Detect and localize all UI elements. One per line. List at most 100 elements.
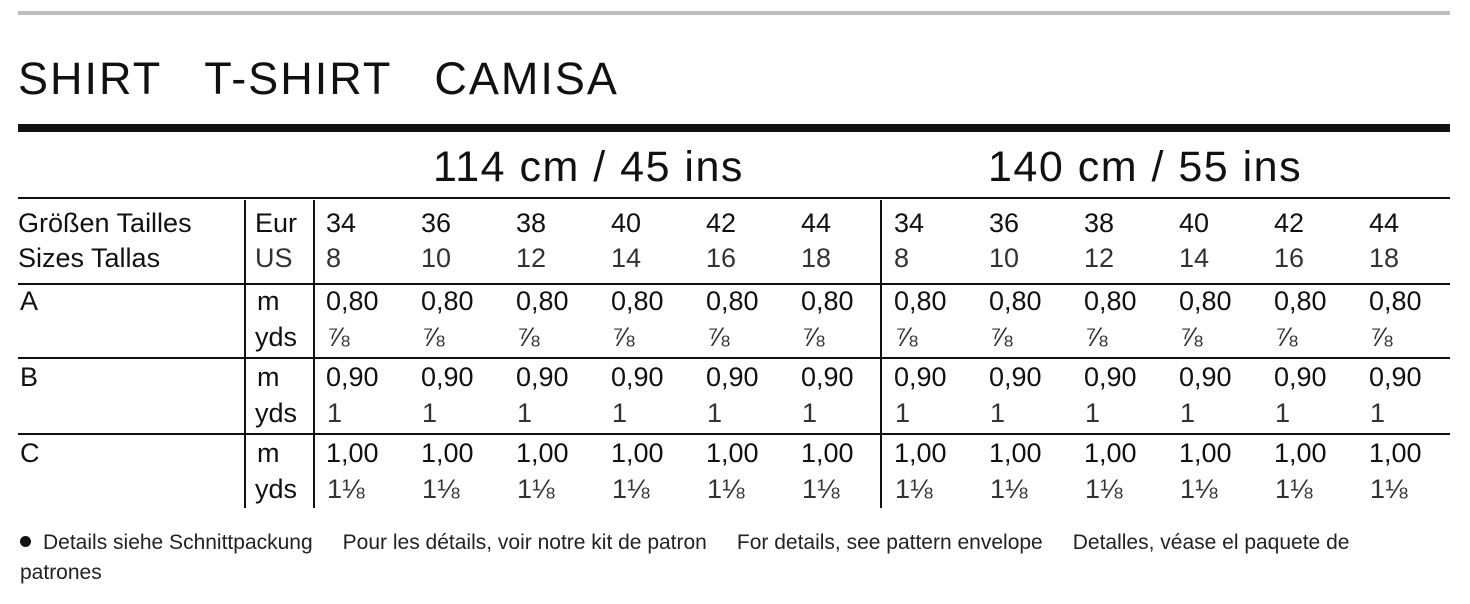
yardage-imperial: ⅞	[612, 322, 635, 352]
yardage-metric: 0,90	[989, 362, 1042, 392]
yardage-imperial: 1⅛	[327, 474, 365, 504]
size-us: 14	[1179, 243, 1210, 273]
yardage-metric: 0,80	[326, 286, 379, 316]
yardage-metric: 1,00	[1084, 438, 1137, 468]
yardage-imperial: ⅞	[802, 322, 825, 352]
size-us: 8	[894, 243, 910, 273]
yardage-metric: 0,80	[1274, 286, 1327, 316]
yardage-metric: 0,80	[706, 286, 759, 316]
size-eur: 44	[801, 208, 832, 238]
yardage-metric: 1,00	[326, 438, 379, 468]
size-eur: 40	[611, 208, 642, 238]
size-label-en-es: Sizes Tallas	[18, 243, 161, 273]
unit-metric: m	[257, 438, 280, 468]
yardage-metric: 0,90	[1084, 362, 1137, 392]
yardage-metric: 1,00	[1274, 438, 1327, 468]
size-eur: 42	[706, 208, 737, 238]
yardage-metric: 0,80	[801, 286, 854, 316]
yardage-metric: 0,80	[989, 286, 1042, 316]
yardage-imperial: 1⅛	[1370, 474, 1408, 504]
yardage-imperial: ⅞	[1275, 322, 1298, 352]
yardage-metric: 0,80	[1084, 286, 1137, 316]
row-rule-a	[18, 283, 1450, 285]
us-label: US	[255, 243, 293, 273]
footnote-de: Details siehe Schnittpackung	[43, 531, 313, 554]
yardage-imperial: 1	[612, 398, 628, 428]
size-us: 8	[326, 243, 342, 273]
yardage-imperial: 1	[1180, 398, 1196, 428]
size-us: 16	[706, 243, 737, 273]
unit-divider	[313, 200, 315, 508]
yardage-imperial: ⅞	[895, 322, 918, 352]
yardage-metric: 0,80	[421, 286, 474, 316]
size-eur: 42	[1274, 208, 1305, 238]
size-eur: 34	[326, 208, 357, 238]
yardage-imperial: 1⅛	[1275, 474, 1313, 504]
yardage-metric: 0,90	[516, 362, 569, 392]
size-us: 10	[421, 243, 452, 273]
yardage-imperial: 1	[802, 398, 818, 428]
size-eur: 38	[516, 208, 547, 238]
yardage-metric: 1,00	[1179, 438, 1232, 468]
eur-label: Eur	[255, 208, 298, 238]
size-eur: 40	[1179, 208, 1210, 238]
yardage-imperial: 1⅛	[1085, 474, 1123, 504]
top-rule	[18, 11, 1450, 15]
unit-imperial: yds	[255, 322, 298, 352]
yardage-metric: 0,90	[1179, 362, 1232, 392]
size-us: 12	[516, 243, 547, 273]
footnote-es: Detalles, véase el paquete de	[1072, 531, 1350, 554]
yardage-metric: 0,90	[611, 362, 664, 392]
unit-metric: m	[257, 286, 280, 316]
width-divider	[880, 200, 882, 508]
yardage-metric: 1,00	[516, 438, 569, 468]
size-us: 12	[1084, 243, 1115, 273]
yardage-imperial: 1⅛	[1180, 474, 1218, 504]
yardage-imperial: 1	[1275, 398, 1291, 428]
view-label: B	[20, 362, 39, 392]
yardage-imperial: ⅞	[517, 322, 540, 352]
yardage-imperial: ⅞	[1180, 322, 1203, 352]
unit-metric: m	[257, 362, 280, 392]
yardage-metric: 0,90	[1274, 362, 1327, 392]
yardage-metric: 1,00	[894, 438, 947, 468]
size-us: 10	[989, 243, 1020, 273]
footnote: Details siehe Schnittpackung Pour les dét…	[20, 528, 1450, 588]
title-de-en: SHIRT	[18, 53, 163, 104]
size-label-de-fr: Größen Tailles	[18, 208, 192, 238]
yardage-metric: 1,00	[1369, 438, 1422, 468]
yardage-metric: 1,00	[611, 438, 664, 468]
bullet-icon	[20, 536, 31, 547]
yardage-imperial: 1⅛	[517, 474, 555, 504]
size-us: 14	[611, 243, 642, 273]
title-rule	[18, 124, 1450, 132]
yardage-imperial: 1⅛	[802, 474, 840, 504]
yardage-imperial: 1⅛	[990, 474, 1028, 504]
yardage-imperial: 1	[517, 398, 533, 428]
yardage-metric: 1,00	[706, 438, 759, 468]
yardage-imperial: 1	[422, 398, 438, 428]
footnote-en: For details, see pattern envelope	[736, 531, 1043, 554]
yardage-metric: 0,80	[1369, 286, 1422, 316]
yardage-imperial: ⅞	[422, 322, 445, 352]
yardage-imperial: ⅞	[1085, 322, 1108, 352]
yardage-imperial: 1	[1085, 398, 1101, 428]
yardage-metric: 1,00	[801, 438, 854, 468]
yardage-metric: 0,80	[516, 286, 569, 316]
yardage-imperial: 1	[895, 398, 911, 428]
footnote-fr: Pour les détails, voir notre kit de patr…	[342, 531, 707, 554]
fabric-width-140: 140 cm / 55 ins	[988, 143, 1303, 191]
yardage-imperial: 1⅛	[612, 474, 650, 504]
size-eur: 36	[421, 208, 452, 238]
size-eur: 38	[1084, 208, 1115, 238]
size-us: 18	[801, 243, 832, 273]
label-divider	[244, 200, 246, 508]
yardage-metric: 0,90	[1369, 362, 1422, 392]
size-eur: 34	[894, 208, 925, 238]
unit-imperial: yds	[255, 398, 298, 428]
size-eur: 44	[1369, 208, 1400, 238]
yardage-imperial: 1⅛	[707, 474, 745, 504]
yardage-imperial: 1⅛	[895, 474, 933, 504]
yardage-metric: 0,90	[326, 362, 379, 392]
yardage-metric: 1,00	[421, 438, 474, 468]
